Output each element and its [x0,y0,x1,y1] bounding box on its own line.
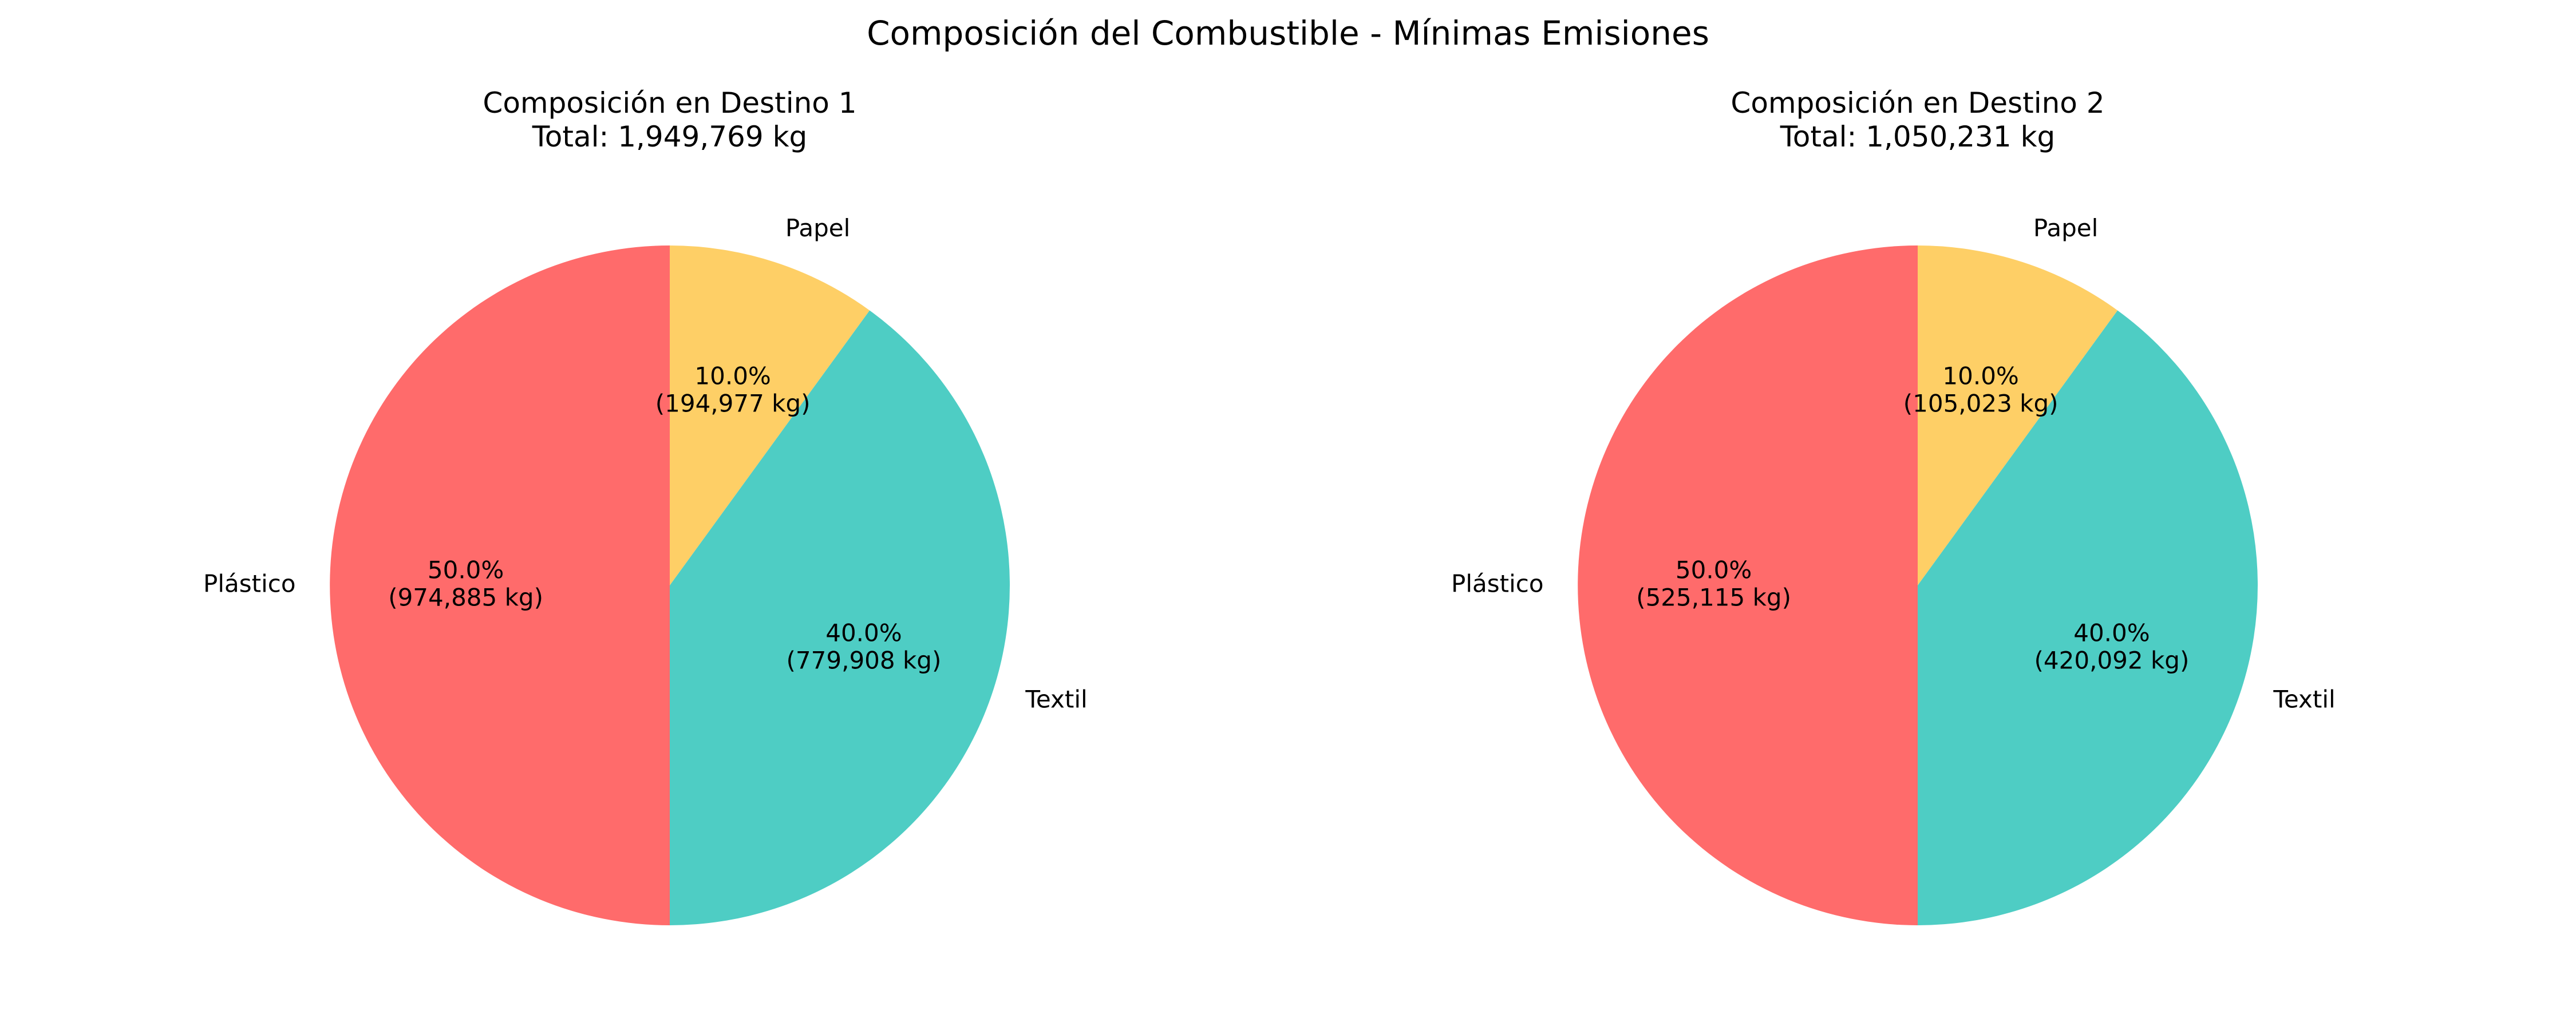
figure-title: Composición del Combustible - Mínimas Em… [867,14,1709,53]
slice-value-papel: (105,023 kg) [1903,390,2059,418]
slice-percent-textil: 40.0% [825,619,902,647]
slice-percent-plastico: 50.0% [1676,556,1752,584]
pie-slice-papel [1918,245,2118,585]
pie-title-destino-1: Composición en Destino 1 [483,86,856,120]
pie-title-destino-2: Composición en Destino 2 [1730,86,2104,120]
slice-value-papel: (194,977 kg) [655,390,811,418]
slice-label-plastico: Plástico [203,570,296,598]
pie-chart-destino-2: Composición en Destino 2 Total: 1,050,23… [1451,86,2336,926]
slice-value-textil: (420,092 kg) [2034,647,2190,675]
slice-value-plastico: (525,115 kg) [1636,584,1791,612]
pie-slice-plastico [1578,245,1918,925]
slice-label-papel: Papel [785,214,850,242]
pie-labels-destino-1: Papel 10.0%(194,977 kg) Textil 40.0%(779,90… [203,214,1088,713]
pie-total-destino-2: Total: 1,050,231 kg [1780,120,2056,153]
slice-percent-plastico: 50.0% [428,556,504,584]
pie-labels-destino-2: Papel 10.0%(105,023 kg) Textil 40.0%(420,09… [1451,214,2336,713]
slice-percent-textil: 40.0% [2073,619,2150,647]
slice-percent-papel: 10.0% [1942,362,2018,390]
pie-slice-textil [670,310,1010,926]
slice-label-textil: Textil [2273,685,2335,713]
slice-percent-papel: 10.0% [694,362,771,390]
pie-chart-destino-1: Composición en Destino 1 Total: 1,949,76… [203,86,1088,926]
pie-slices-destino-2 [1578,245,2258,926]
pie-slice-papel [670,245,870,585]
slice-value-plastico: (974,885 kg) [388,584,543,612]
pie-slice-textil [1918,310,2258,926]
slice-label-textil: Textil [1025,685,1087,713]
pie-slices-destino-1 [330,245,1010,926]
pie-slice-plastico [330,245,670,925]
slice-label-plastico: Plástico [1451,570,1544,598]
slice-value-textil: (779,908 kg) [787,647,942,675]
slice-label-papel: Papel [2033,214,2098,242]
pie-total-destino-1: Total: 1,949,769 kg [532,120,808,153]
